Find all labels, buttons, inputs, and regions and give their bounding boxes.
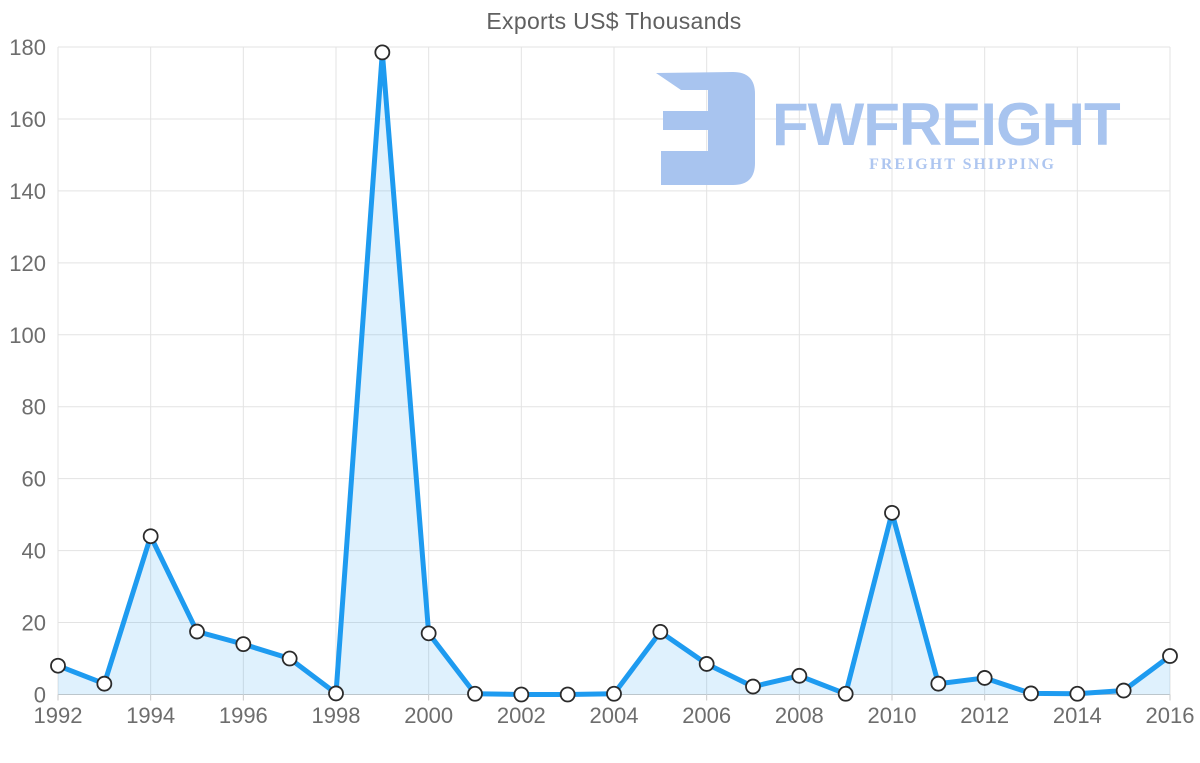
y-tick-label-60: 60 [22,467,46,492]
y-tick-label-160: 160 [9,107,46,132]
data-point-2002[interactable] [513,686,530,703]
y-tick-label-140: 140 [9,179,46,204]
data-point-2003[interactable] [559,686,576,703]
y-tick-label-80: 80 [22,395,46,420]
data-point-2001[interactable] [467,685,483,702]
data-point-2009[interactable] [837,685,854,702]
data-point-1999[interactable] [374,44,391,61]
x-tick-label-1998: 1998 [312,703,361,728]
data-point-1993[interactable] [96,675,113,692]
y-tick-label-0: 0 [34,683,46,708]
data-point-1995[interactable] [189,623,205,640]
x-tick-label-2012: 2012 [960,703,1009,728]
data-point-2013[interactable] [1023,685,1039,702]
data-point-2010[interactable] [884,504,900,521]
data-point-2000[interactable] [420,625,437,642]
data-point-2014[interactable] [1069,685,1086,702]
y-tick-label-120: 120 [9,251,46,276]
x-tick-label-1992: 1992 [34,703,83,728]
data-point-2008[interactable] [791,667,808,684]
x-tick-label-1996: 1996 [219,703,268,728]
data-point-2015[interactable] [1115,682,1132,699]
series-area-fill [58,52,1170,695]
x-tick-label-2014: 2014 [1053,703,1102,728]
y-tick-label-180: 180 [9,35,46,60]
data-point-1997[interactable] [281,650,298,667]
data-point-1992[interactable] [50,657,66,674]
y-tick-label-40: 40 [22,539,46,564]
data-point-1994[interactable] [142,528,159,545]
data-point-2007[interactable] [745,678,761,695]
x-tick-label-2010: 2010 [868,703,917,728]
data-point-2011[interactable] [930,675,947,692]
chart-title: Exports US$ Thousands [486,8,742,34]
y-tick-label-20: 20 [22,611,46,636]
x-tick-label-2008: 2008 [775,703,824,728]
data-point-2005[interactable] [652,624,669,640]
data-point-2012[interactable] [976,670,993,686]
data-point-1996[interactable] [235,636,252,653]
x-tick-label-2002: 2002 [497,703,546,728]
x-tick-label-2016: 2016 [1146,703,1195,728]
x-tick-label-2006: 2006 [682,703,731,728]
data-point-1998[interactable] [328,685,344,702]
x-tick-label-1994: 1994 [126,703,175,728]
y-tick-label-100: 100 [9,323,46,348]
x-tick-label-2004: 2004 [590,703,639,728]
data-point-2004[interactable] [606,685,622,702]
x-tick-label-2000: 2000 [404,703,453,728]
data-point-2006[interactable] [698,656,715,672]
data-point-2016[interactable] [1162,648,1178,664]
